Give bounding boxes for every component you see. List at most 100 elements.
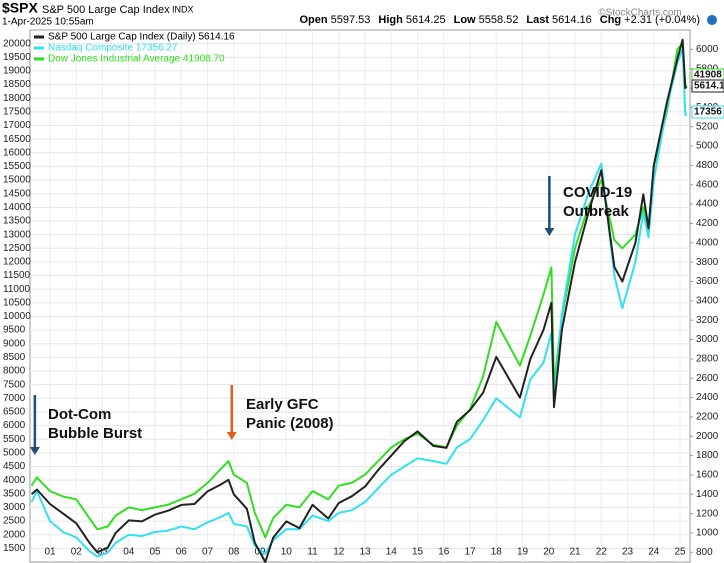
legend-label: Dow Jones Industrial Average 41908.70	[48, 54, 225, 65]
quote-label: Last	[526, 14, 549, 26]
y2-tick-label: 5000	[696, 141, 719, 152]
series-line	[30, 42, 688, 539]
x-tick-label: 21	[569, 547, 581, 558]
y-tick-label: 11500	[3, 270, 31, 281]
x-tick-label: 11	[307, 547, 318, 558]
x-tick-label: 22	[596, 547, 608, 558]
quote-value: 5558.52	[479, 14, 519, 26]
y2-tick-label: 800	[696, 547, 713, 558]
y-tick-label: 17500	[3, 106, 31, 117]
y-tick-label: 10500	[3, 297, 31, 308]
y2-tick-label: 1800	[696, 450, 719, 461]
y-tick-label: 19000	[3, 66, 31, 77]
y-tick-label: 12000	[3, 257, 31, 268]
x-tick-label: 16	[438, 547, 450, 558]
y-tick-label: 18000	[3, 93, 31, 104]
y2-tick-label: 3600	[696, 276, 719, 287]
y2-tick-label: 3200	[696, 315, 719, 326]
x-tick-label: 13	[359, 547, 371, 558]
x-tick-label: 17	[464, 547, 476, 558]
exchange: INDX	[172, 4, 194, 14]
last-tag	[691, 79, 724, 93]
y2-tick-label: 3000	[696, 334, 719, 345]
y-tick-label: 17000	[3, 120, 31, 131]
y2-tick-label: 2400	[696, 392, 719, 403]
y2-tick-label: 2600	[696, 373, 719, 384]
quote-value: +2.31 (+0.04%)	[624, 14, 700, 26]
watermark: ©StockCharts.com	[598, 8, 682, 19]
legend-swatch	[34, 46, 44, 50]
y2-tick-label: 2200	[696, 412, 719, 423]
plot-frame	[29, 29, 691, 563]
quote-value: 5614.25	[406, 14, 446, 26]
quote-label: Open	[300, 14, 328, 26]
y-tick-label: 4000	[3, 475, 26, 486]
x-tick-label: 05	[149, 547, 161, 558]
y-tick-label: 16500	[3, 134, 31, 145]
x-tick-label: 25	[674, 547, 686, 558]
y-tick-label: 9500	[3, 325, 26, 336]
y2-tick-label: 5200	[696, 121, 719, 132]
x-tick-label: 15	[412, 547, 424, 558]
y2-tick-label: 1200	[696, 508, 719, 519]
legend-label: Nasdaq Composite 17356.27	[48, 43, 178, 54]
annotation: Outbreak	[563, 203, 630, 220]
x-tick-label: 23	[622, 547, 634, 558]
y2-tick-label: 4200	[696, 218, 719, 229]
y2-tick-label: 3800	[696, 257, 719, 268]
quote-icon	[707, 15, 717, 25]
y2-tick-label: 4000	[696, 237, 719, 248]
y-tick-label: 7000	[3, 393, 26, 404]
annotation: Panic (2008)	[246, 415, 334, 432]
annotation-arrowhead	[29, 447, 40, 455]
y-tick-label: 2000	[3, 529, 26, 540]
series-line	[30, 48, 688, 558]
y-tick-label: 6000	[3, 420, 26, 431]
y2-tick-label: 1600	[696, 470, 719, 481]
y-tick-label: 9000	[3, 338, 26, 349]
y-tick-label: 15500	[3, 161, 31, 172]
x-tick-label: 08	[228, 547, 240, 558]
y-tick-label: 19500	[3, 52, 31, 63]
x-tick-label: 19	[517, 547, 529, 558]
y2-tick-label: 4400	[696, 199, 719, 210]
y-tick-label: 18500	[3, 79, 31, 90]
annotation: Early GFC	[246, 396, 319, 413]
x-tick-label: 06	[176, 547, 188, 558]
date: 1-Apr-2025 10:55am	[2, 17, 94, 28]
x-tick-label: 20	[543, 547, 555, 558]
y-tick-label: 13500	[3, 216, 31, 227]
index-name: S&P 500 Large Cap Index	[42, 4, 170, 16]
quote-value: 5597.53	[331, 14, 371, 26]
quote-label: High	[378, 14, 403, 26]
last-tag-label: 5614.1	[694, 81, 724, 92]
legend-swatch	[34, 35, 44, 39]
x-tick-label: 10	[281, 547, 293, 558]
legend-swatch	[34, 57, 44, 61]
y-tick-label: 3000	[3, 502, 26, 513]
y-tick-label: 14500	[3, 188, 31, 199]
y2-tick-label: 4600	[696, 179, 719, 190]
y-tick-label: 15000	[3, 175, 31, 186]
x-tick-label: 24	[648, 547, 660, 558]
annotation-arrowhead	[544, 228, 555, 236]
y-tick-label: 3500	[3, 488, 26, 499]
y-tick-label: 6500	[3, 407, 26, 418]
quote-label: Low	[454, 14, 476, 26]
y2-tick-label: 3400	[696, 295, 719, 306]
y-tick-label: 12500	[3, 243, 31, 254]
x-tick-label: 03	[97, 547, 109, 558]
y-tick-label: 5000	[3, 448, 26, 459]
symbol: $SPX	[2, 0, 38, 16]
y-tick-label: 1500	[3, 543, 26, 554]
y2-tick-label: 1000	[696, 528, 719, 539]
x-tick-label: 14	[386, 547, 398, 558]
x-tick-label: 18	[491, 547, 503, 558]
y2-tick-label: 2000	[696, 431, 719, 442]
x-tick-label: 02	[71, 547, 83, 558]
last-tag-label: 17356	[694, 107, 722, 118]
x-tick-label: 01	[44, 547, 56, 558]
y-tick-label: 20000	[3, 38, 31, 49]
y-tick-label: 8500	[3, 352, 26, 363]
